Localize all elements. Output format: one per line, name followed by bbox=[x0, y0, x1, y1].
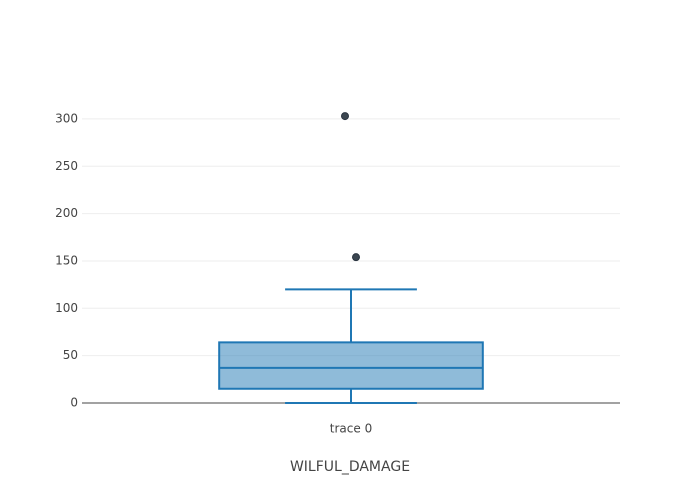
box bbox=[218, 341, 484, 390]
x-tick-label: trace 0 bbox=[330, 422, 372, 436]
y-tick-label: 150 bbox=[55, 253, 78, 267]
y-tick-label: 250 bbox=[55, 159, 78, 173]
y-tick-label: 300 bbox=[55, 111, 78, 125]
y-tick-label: 0 bbox=[70, 395, 78, 409]
x-axis-label: WILFUL_DAMAGE bbox=[290, 459, 410, 475]
y-tick-label: 50 bbox=[63, 348, 78, 362]
outlier bbox=[352, 253, 360, 262]
y-tick-label: 200 bbox=[55, 206, 78, 220]
y-tick-label: 100 bbox=[55, 301, 78, 315]
outlier bbox=[341, 112, 349, 121]
